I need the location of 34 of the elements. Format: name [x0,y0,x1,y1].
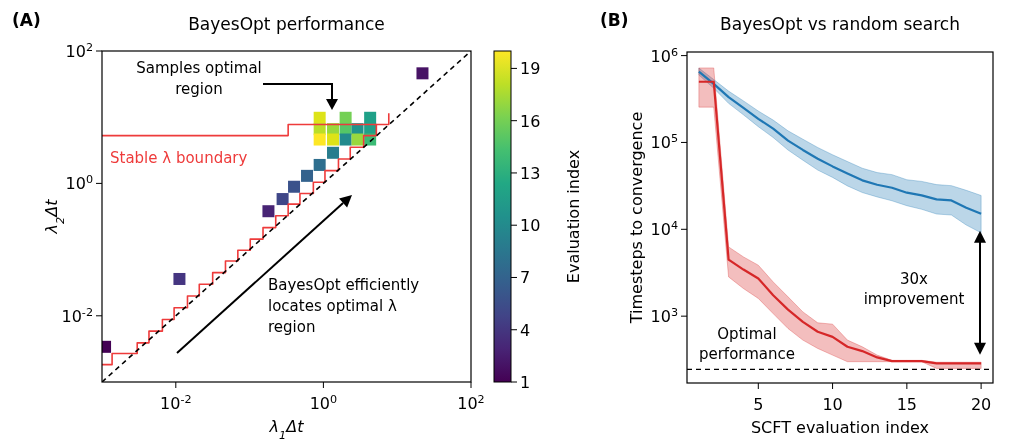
series-label: Stable λ boundary [110,148,248,167]
color-bar-label: 7 [520,268,531,288]
y-tick-label: 10$^{2}$ [65,40,93,61]
annotation: BayesOpt efficiently locates optimal λ region [268,276,420,336]
y-tick-label: 10$^{3}$ [650,305,678,327]
color-bar-label: 19 [520,59,541,79]
color-bar-label: 16 [520,111,541,131]
ref-line-label: Optimal performance [698,325,796,364]
chart-title: BayesOpt performance [188,14,385,34]
color-bar-label: 10 [520,216,541,236]
x-tick-label: 10 [822,395,843,414]
text: (B) [600,10,629,30]
x-tick-label: 10$^{0}$ [309,392,338,413]
color-bar-label: 13 [520,163,541,183]
y-tick-label: 10$^{-2}$ [61,305,93,326]
x-tick-label: 20 [970,395,992,414]
color-bar-title: Evaluation index [564,149,583,284]
x-tick-label: 10$^{2}$ [457,392,485,413]
y-axis-title: Timesteps to convergence [627,111,646,325]
text: (A) [12,10,41,30]
chart-title: BayesOpt vs random search [720,14,960,34]
y-tick-label: 10$^{4}$ [650,218,678,240]
x-axis-title: SCFT evaluation index [750,418,930,437]
y-tick-label: 10$^{0}$ [65,172,93,194]
y-tick-label: 10$^{6}$ [650,45,678,66]
annotation: 30x improvement [863,269,965,308]
color-bar-label: 4 [520,320,531,340]
y-tick-label: 10$^{5}$ [650,131,678,153]
x-tick-label: 5 [753,395,764,414]
x-axis-title: λ$_{1}$Δt [268,417,305,440]
color-bar-label: 1 [520,373,531,392]
x-tick-label: 15 [896,395,918,414]
x-tick-label: 10$^{-2}$ [160,392,192,413]
annotation: Samples optimal region [136,59,262,98]
